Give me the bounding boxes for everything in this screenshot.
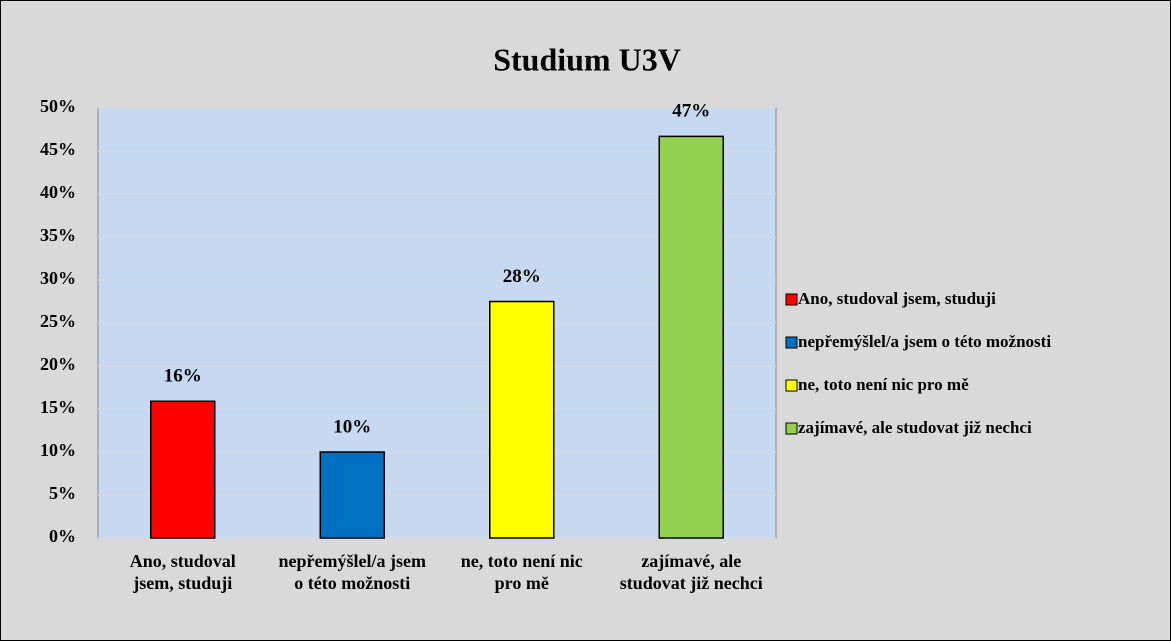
legend-label: zajímavé, ale studovat již nechci: [798, 418, 1032, 437]
data-label: 47%: [672, 101, 710, 122]
y-tick-label: 35%: [40, 225, 76, 245]
legend-swatch: [785, 379, 798, 392]
y-tick-label: 45%: [40, 139, 76, 159]
data-label: 28%: [503, 266, 541, 287]
y-tick-label: 20%: [40, 354, 76, 374]
bar: [489, 300, 555, 539]
legend-label: nepřemýšlel/a jsem o této možnosti: [798, 332, 1052, 351]
data-label: 10%: [333, 416, 371, 437]
legend-swatch: [785, 293, 798, 306]
y-tick-label: 50%: [40, 96, 76, 116]
y-tick-label: 30%: [40, 268, 76, 288]
bar: [150, 400, 216, 539]
y-tick-label: 15%: [40, 397, 76, 417]
legend-label: ne, toto není nic pro mě: [798, 375, 969, 394]
x-tick-label: zajímavé, ale studovat již nechci: [619, 551, 763, 593]
x-tick-label: ne, toto není nic pro mě: [460, 551, 583, 593]
y-tick-label: 40%: [40, 182, 76, 202]
y-tick-label: 25%: [40, 311, 76, 331]
legend-swatch: [785, 422, 798, 435]
legend-label: Ano, studoval jsem, studuji: [798, 289, 996, 308]
chart-title: Studium U3V: [493, 41, 681, 77]
y-tick-label: 5%: [49, 483, 76, 503]
bar: [319, 451, 385, 539]
data-label: 16%: [164, 366, 202, 387]
legend-swatch: [785, 336, 798, 349]
y-tick-label: 10%: [40, 440, 76, 460]
bar: [658, 135, 724, 539]
x-tick-label: Ano, studoval jsem, studuji: [129, 551, 236, 593]
x-tick-label: nepřemýšlel/a jsem o této možnosti: [278, 551, 426, 593]
y-tick-label: 0%: [49, 526, 76, 546]
